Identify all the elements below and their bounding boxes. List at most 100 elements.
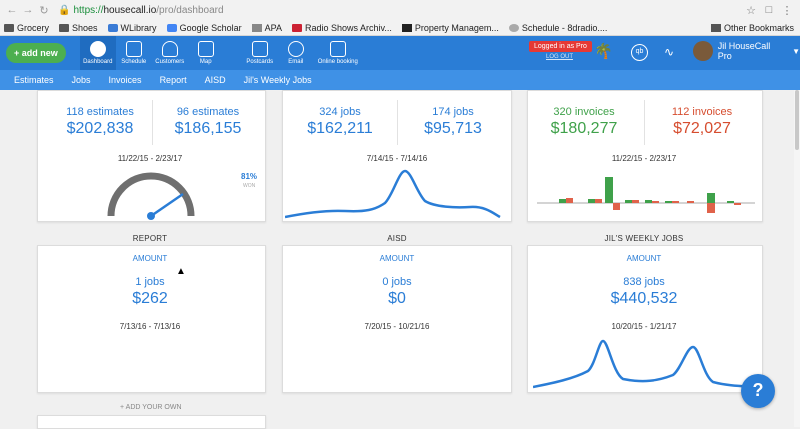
weekly-count: 838 jobs <box>623 276 665 288</box>
chevron-down-icon: ▼ <box>792 46 800 56</box>
card-divider <box>152 100 153 145</box>
invoices-paid-value: $180,277 <box>550 120 618 137</box>
palm-tree-icon[interactable]: 🌴 <box>594 43 613 60</box>
report-amount-label: AMOUNT <box>132 254 168 263</box>
invoices-date-range: 11/22/15 - 2/23/17 <box>611 154 677 163</box>
weekly-trend-line <box>533 339 758 389</box>
report-title: REPORT <box>132 234 168 243</box>
aisd-value: $0 <box>388 290 406 307</box>
gauge-center <box>147 212 155 220</box>
bookmark-shoes[interactable]: Shoes <box>59 23 98 33</box>
aisd-date-range: 7/20/15 - 10/21/16 <box>364 322 430 331</box>
win-percent: 81% <box>241 172 258 181</box>
browser-url-bar: ← → ↻ 🔒 https://housecall.io/pro/dashboa… <box>0 0 800 20</box>
estimates-right-value: $186,155 <box>174 120 242 137</box>
nav-map[interactable]: Map <box>188 36 224 70</box>
quickbooks-icon[interactable]: qb <box>631 44 648 61</box>
help-button[interactable]: ? <box>741 374 775 408</box>
other-bookmarks[interactable]: Other Bookmarks <box>710 23 794 33</box>
forward-icon[interactable]: → <box>22 4 34 16</box>
folder-icon <box>59 23 70 32</box>
bookmark-property-management[interactable]: Property Managem... <box>401 23 499 33</box>
invoice-unpaid-bar <box>734 203 741 205</box>
activity-icon[interactable]: ∿ <box>664 45 675 59</box>
jobs-date-range: 7/14/15 - 7/14/16 <box>366 154 428 163</box>
subnav-weekly-jobs[interactable]: Jil's Weekly Jobs <box>243 75 312 85</box>
nav-schedule[interactable]: Schedule <box>116 36 152 70</box>
page-scrollbar[interactable] <box>794 90 800 427</box>
bookmark-google-scholar[interactable]: Google Scholar <box>166 23 242 33</box>
invoice-unpaid-bar <box>707 203 715 213</box>
aisd-card[interactable] <box>282 245 512 393</box>
gauge-needle <box>150 192 184 218</box>
weekly-value: $440,532 <box>610 290 678 307</box>
report-card[interactable] <box>37 245 266 393</box>
invoice-paid-bar <box>727 201 734 203</box>
extension-icon[interactable]: □ <box>765 4 773 16</box>
bookmark-wlibrary[interactable]: WLibrary <box>107 23 157 33</box>
back-icon[interactable]: ← <box>6 4 18 16</box>
reload-icon[interactable]: ↻ <box>39 4 49 17</box>
bookmark-schedule[interactable]: Schedule - 8dradio.... <box>508 23 607 33</box>
nav-email[interactable]: Email <box>278 36 314 70</box>
subnav-aisd[interactable]: AISD <box>204 75 226 85</box>
invoices-bar-chart <box>537 177 755 213</box>
radio-icon <box>291 23 302 32</box>
aisd-amount-label: AMOUNT <box>379 254 415 263</box>
logout-link[interactable]: LOG OUT <box>546 54 574 60</box>
property-icon <box>401 23 412 32</box>
invoice-paid-bar <box>605 177 613 203</box>
email-icon <box>287 41 304 57</box>
invoice-unpaid-bar <box>687 201 694 203</box>
subnav-report[interactable]: Report <box>159 75 187 85</box>
avatar <box>693 41 713 61</box>
user-menu[interactable]: Jil HouseCall Pro ▼ <box>693 41 800 61</box>
jobs-right-count: 174 jobs <box>432 106 474 118</box>
estimates-date-range: 11/22/15 - 2/23/17 <box>117 154 183 163</box>
win-label: WON <box>243 183 256 189</box>
weekly-jobs-card[interactable] <box>527 245 763 393</box>
scrollbar-thumb[interactable] <box>795 90 799 150</box>
invoice-unpaid-bar <box>595 199 602 203</box>
card-divider <box>644 100 645 145</box>
bookmark-apa[interactable]: APA <box>251 23 282 33</box>
invoices-unpaid-count: 112 invoices <box>671 106 733 118</box>
report-date-range: 7/13/16 - 7/13/16 <box>119 322 181 331</box>
invoice-paid-bar <box>559 199 566 203</box>
add-new-button[interactable]: + add new <box>6 43 66 63</box>
schedule-site-icon <box>508 23 519 32</box>
app-header: + add new Dashboard Schedule Customers M… <box>0 36 800 70</box>
report-count: 1 jobs <box>135 276 165 288</box>
bookmark-radio-shows[interactable]: Radio Shows Archiv... <box>291 23 392 33</box>
star-icon[interactable]: ☆ <box>746 4 756 17</box>
invoice-unpaid-bar <box>672 201 679 203</box>
logged-in-badge: Logged in as Pro <box>529 41 592 52</box>
aisd-count: 0 jobs <box>382 276 412 288</box>
apa-icon <box>251 23 262 32</box>
nav-customers[interactable]: Customers <box>152 36 188 70</box>
gauge-chart <box>107 172 195 220</box>
jobs-left-value: $162,211 <box>307 120 373 137</box>
aisd-title: AISD <box>387 234 407 243</box>
add-your-own-link[interactable]: + ADD YOUR OWN <box>120 404 182 411</box>
subnav-invoices[interactable]: Invoices <box>108 75 142 85</box>
estimates-card[interactable] <box>37 90 266 222</box>
jobs-left-count: 324 jobs <box>319 106 361 118</box>
subnav-jobs[interactable]: Jobs <box>71 75 91 85</box>
nav-postcards[interactable]: Postcards <box>242 36 278 70</box>
menu-icon[interactable]: ⋮ <box>781 4 793 17</box>
url-field[interactable]: https://housecall.io/pro/dashboard <box>73 4 224 16</box>
estimates-left-value: $202,838 <box>66 120 134 137</box>
invoices-paid-count: 320 invoices <box>553 106 615 118</box>
nav-dashboard[interactable]: Dashboard <box>79 36 116 70</box>
weekly-amount-label: AMOUNT <box>626 254 662 263</box>
invoice-unpaid-bar <box>613 203 620 210</box>
invoice-paid-bar <box>625 200 632 203</box>
calendar-icon <box>125 41 142 57</box>
bookmark-grocery[interactable]: Grocery <box>4 23 49 33</box>
invoice-paid-bar <box>645 200 652 203</box>
invoice-unpaid-bar <box>632 200 639 203</box>
google-scholar-icon <box>166 23 177 32</box>
subnav-estimates[interactable]: Estimates <box>14 75 54 85</box>
nav-online-booking[interactable]: Online booking <box>314 36 362 70</box>
